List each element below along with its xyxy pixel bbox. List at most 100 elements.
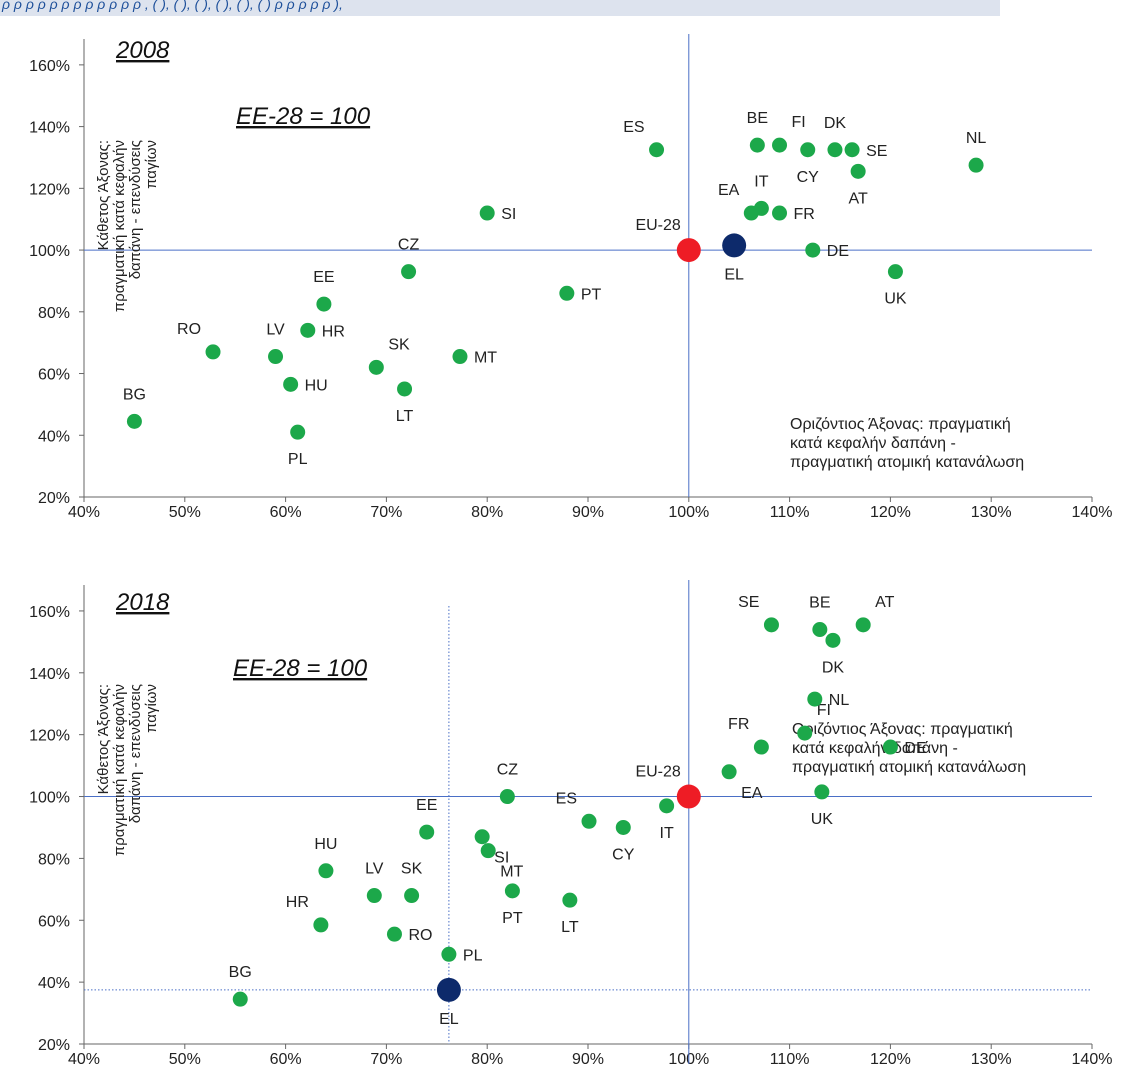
label-ea: EA [741, 785, 763, 802]
point-ee [316, 296, 332, 312]
label-fr: FR [728, 716, 749, 733]
scatter-chart-2008: 40% 50% 60% 70% 80% 90% 100% 110% 120% 130% 140% 20… [29, 34, 1113, 521]
label-at: AT [849, 190, 868, 207]
label-uk: UK [811, 811, 834, 828]
y-tick-label: 40% [38, 428, 70, 445]
x-tick-label: 80% [471, 504, 503, 521]
x-tick-label: 120% [870, 504, 911, 521]
x-axis-note-line: Οριζόντιος Άξονας: πραγματική [790, 416, 1011, 433]
y-tick-label: 100% [29, 790, 70, 807]
x-tick-label: 130% [971, 504, 1012, 521]
label-eu-28: EU-28 [635, 217, 680, 234]
point-at [850, 163, 866, 179]
point-mt [480, 843, 496, 859]
point-el [436, 977, 461, 1002]
x-axis-note-line: πραγματική ατομική κατανάλωση [792, 759, 1026, 776]
x-tick-label: 60% [270, 1051, 302, 1068]
x-tick-label: 100% [668, 504, 709, 521]
point-nl [807, 691, 823, 707]
label-nl: NL [829, 692, 850, 709]
x-axis-note-line: Οριζόντιος Άξονας: πραγματική [792, 721, 1013, 738]
y-tick-label: 160% [29, 604, 70, 621]
x-tick-label: 90% [572, 504, 604, 521]
x-tick-label: 140% [1072, 504, 1113, 521]
label-el: EL [439, 1011, 459, 1028]
point-se [844, 142, 860, 158]
point-fi [797, 725, 813, 741]
y-axis-title-line: πραγματική κατά κεφαλήν [111, 140, 128, 312]
label-fi: FI [817, 702, 831, 719]
label-es: ES [623, 119, 644, 136]
point-hr [313, 917, 329, 933]
x-tick-label: 80% [471, 1051, 503, 1068]
y-axis-title-line: δαπάνη - επενδύσεις [127, 684, 144, 823]
label-se: SE [866, 143, 887, 160]
x-tick-label: 70% [370, 504, 402, 521]
label-fr: FR [794, 206, 815, 223]
point-cy [615, 819, 631, 835]
point-ro [205, 344, 221, 360]
point-sk [404, 888, 420, 904]
label-pt: PT [502, 910, 523, 927]
label-es: ES [556, 790, 577, 807]
label-si: SI [494, 850, 509, 867]
point-pt [504, 883, 520, 899]
label-pt: PT [581, 286, 602, 303]
x-tick-label: 130% [971, 1051, 1012, 1068]
label-pl: PL [288, 451, 308, 468]
point-pl [441, 946, 457, 962]
point-hr [300, 322, 316, 338]
label-mt: MT [500, 864, 523, 881]
point-bg [126, 413, 142, 429]
point-fr [772, 205, 788, 221]
point-hu [283, 376, 299, 392]
label-cz: CZ [398, 237, 420, 254]
label-ro: RO [408, 927, 432, 944]
point-es [581, 813, 597, 829]
point-bg [232, 991, 248, 1007]
y-tick-label: 120% [29, 181, 70, 198]
point-si [474, 829, 490, 845]
label-ee: EE [313, 269, 334, 286]
point-lt [397, 381, 413, 397]
label-ee: EE [416, 797, 437, 814]
y-tick-label: 100% [29, 243, 70, 260]
point-de [882, 739, 898, 755]
y-tick-label: 20% [38, 490, 70, 507]
header-band: ρ ρ ρ ρ ρ ρ ρ ρ ρ ρ ρ ρ , ( ), ( ), ( ),… [0, 0, 1000, 16]
point-uk [887, 264, 903, 280]
header-band-text: ρ ρ ρ ρ ρ ρ ρ ρ ρ ρ ρ ρ , ( ), ( ), ( ),… [2, 0, 343, 12]
scatter-chart-2018: 40% 50% 60% 70% 80% 90% 100% 110% 120% 130% 140% 20… [29, 580, 1112, 1068]
point-sk [368, 359, 384, 375]
point-pt [559, 285, 575, 301]
point-hu [318, 863, 334, 879]
base-label: ΕΕ-28 = 100 [233, 655, 368, 682]
point-mt [452, 349, 468, 365]
y-axis-title-line: πραγματική κατά κεφαλήν [111, 684, 128, 856]
y-axis-title-line: δαπάνη - επενδύσεις [127, 140, 144, 279]
label-it: IT [660, 825, 674, 842]
point-uk [814, 784, 830, 800]
y-tick-label: 60% [38, 913, 70, 930]
base-label: ΕΕ-28 = 100 [236, 103, 371, 130]
y-axis-title-line: Κάθετος Άξονας: [95, 140, 112, 250]
x-axis-note-line: πραγματική ατομική κατανάλωση [790, 454, 1024, 471]
y-axis-title-line: παγίων [143, 140, 160, 189]
point-cz [499, 789, 515, 805]
label-fi: FI [792, 114, 806, 131]
label-si: SI [501, 206, 516, 223]
y-tick-label: 40% [38, 975, 70, 992]
y-tick-label: 160% [29, 58, 70, 75]
label-sk: SK [401, 861, 423, 878]
point-be [749, 137, 765, 153]
point-se [763, 617, 779, 633]
label-sk: SK [388, 336, 410, 353]
label-lv: LV [266, 322, 285, 339]
label-ro: RO [177, 321, 201, 338]
y-tick-label: 80% [38, 305, 70, 322]
label-dk: DK [822, 659, 845, 676]
point-de [805, 242, 821, 258]
label-bg: BG [123, 386, 146, 403]
y-axis-title: Κάθετος Άξονας: πραγματική κατά κεφαλήν δα… [95, 684, 160, 856]
x-axis-note-line: κατά κεφαλήν δαπάνη - [790, 435, 956, 452]
